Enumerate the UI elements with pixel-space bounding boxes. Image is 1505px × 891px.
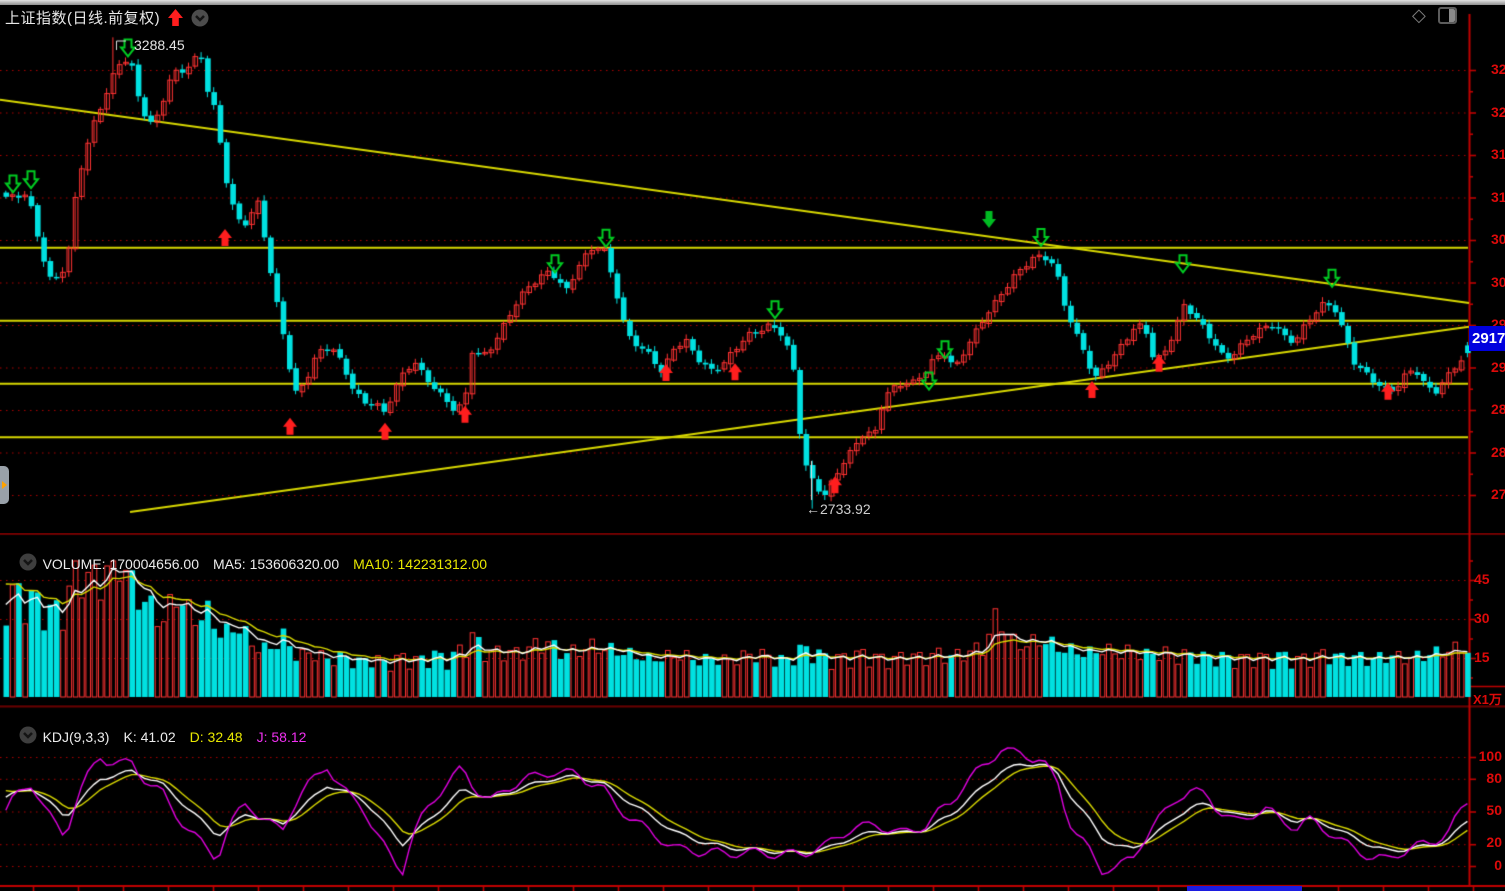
price-axis-label: 3150 <box>1491 146 1505 162</box>
k-value: 41.02 <box>140 728 176 745</box>
volume-label: VOLUME: <box>42 555 106 572</box>
price-axis-label: 3100 <box>1491 188 1505 205</box>
volume-chart-canvas[interactable] <box>0 533 1505 705</box>
expand-arrow-icon <box>2 481 7 489</box>
current-price-tag: 2917 <box>1469 326 1505 351</box>
ma10-label: MA10: <box>353 555 394 572</box>
candlestick-chart-canvas[interactable] <box>0 12 1505 533</box>
kdj-indicator-label: KDJ(9,3,3) <box>42 728 110 745</box>
scrollbar-thumb[interactable] <box>1187 886 1302 891</box>
volume-unit-label: X1万 <box>1473 692 1502 707</box>
j-label: J: <box>256 728 268 745</box>
low-price-annotation: ←2733.92 <box>806 501 871 517</box>
j-value: 58.12 <box>271 728 307 745</box>
price-axis-label: 3250 <box>1491 61 1505 77</box>
d-label: D: <box>189 728 204 745</box>
kdj-axis-label: 100 <box>1478 748 1502 764</box>
price-axis-label: 3000 <box>1491 273 1505 290</box>
volume-axis-label: 30 <box>1474 610 1490 626</box>
kdj-axis-label: 80 <box>1486 770 1502 786</box>
price-axis-label: 2900 <box>1491 358 1505 375</box>
price-axis-label: 2800 <box>1491 443 1505 460</box>
volume-panel-header: VOLUME: 170004656.00 MA5: 153606320.00 M… <box>3 537 487 590</box>
price-axis-label: 2750 <box>1491 486 1505 502</box>
ma5-value: 153606320.00 <box>249 555 340 572</box>
side-panel-handle[interactable] <box>0 466 9 504</box>
diamond-icon[interactable]: ◇ <box>1412 5 1426 25</box>
high-price-annotation: 3288.45 <box>134 37 185 53</box>
price-axis-label: 2850 <box>1491 401 1505 417</box>
volume-axis-label: 15 <box>1474 649 1490 665</box>
title-collapse-icon[interactable] <box>191 9 209 27</box>
price-axis-label: 3200 <box>1491 103 1505 120</box>
volume-axis-label: 45 <box>1474 571 1490 587</box>
volume-value: 170004656.00 <box>109 555 200 572</box>
ma5-label: MA5: <box>213 555 246 572</box>
chart-titlebar: 上证指数(日线.前复权) <box>0 5 1505 30</box>
instrument-title: 上证指数(日线.前复权) <box>5 10 161 27</box>
volume-collapse-icon[interactable] <box>3 537 37 590</box>
layout-split-icon[interactable] <box>1437 6 1457 24</box>
price-axis-label: 3050 <box>1491 231 1505 247</box>
window-top-strip <box>0 0 1505 5</box>
kdj-collapse-icon[interactable] <box>3 710 37 763</box>
ma10-value: 142231312.00 <box>397 555 488 572</box>
kdj-axis-label: 0 <box>1494 857 1502 873</box>
kdj-panel-header: KDJ(9,3,3) K: 41.02 D: 32.48 J: 58.12 <box>3 710 306 763</box>
k-label: K: <box>123 728 137 745</box>
kdj-chart-canvas[interactable] <box>0 705 1505 891</box>
kdj-axis-label: 50 <box>1486 802 1502 818</box>
signal-up-arrow-icon[interactable] <box>168 9 184 26</box>
kdj-axis-label: 20 <box>1486 834 1502 850</box>
d-value: 32.48 <box>207 728 243 745</box>
